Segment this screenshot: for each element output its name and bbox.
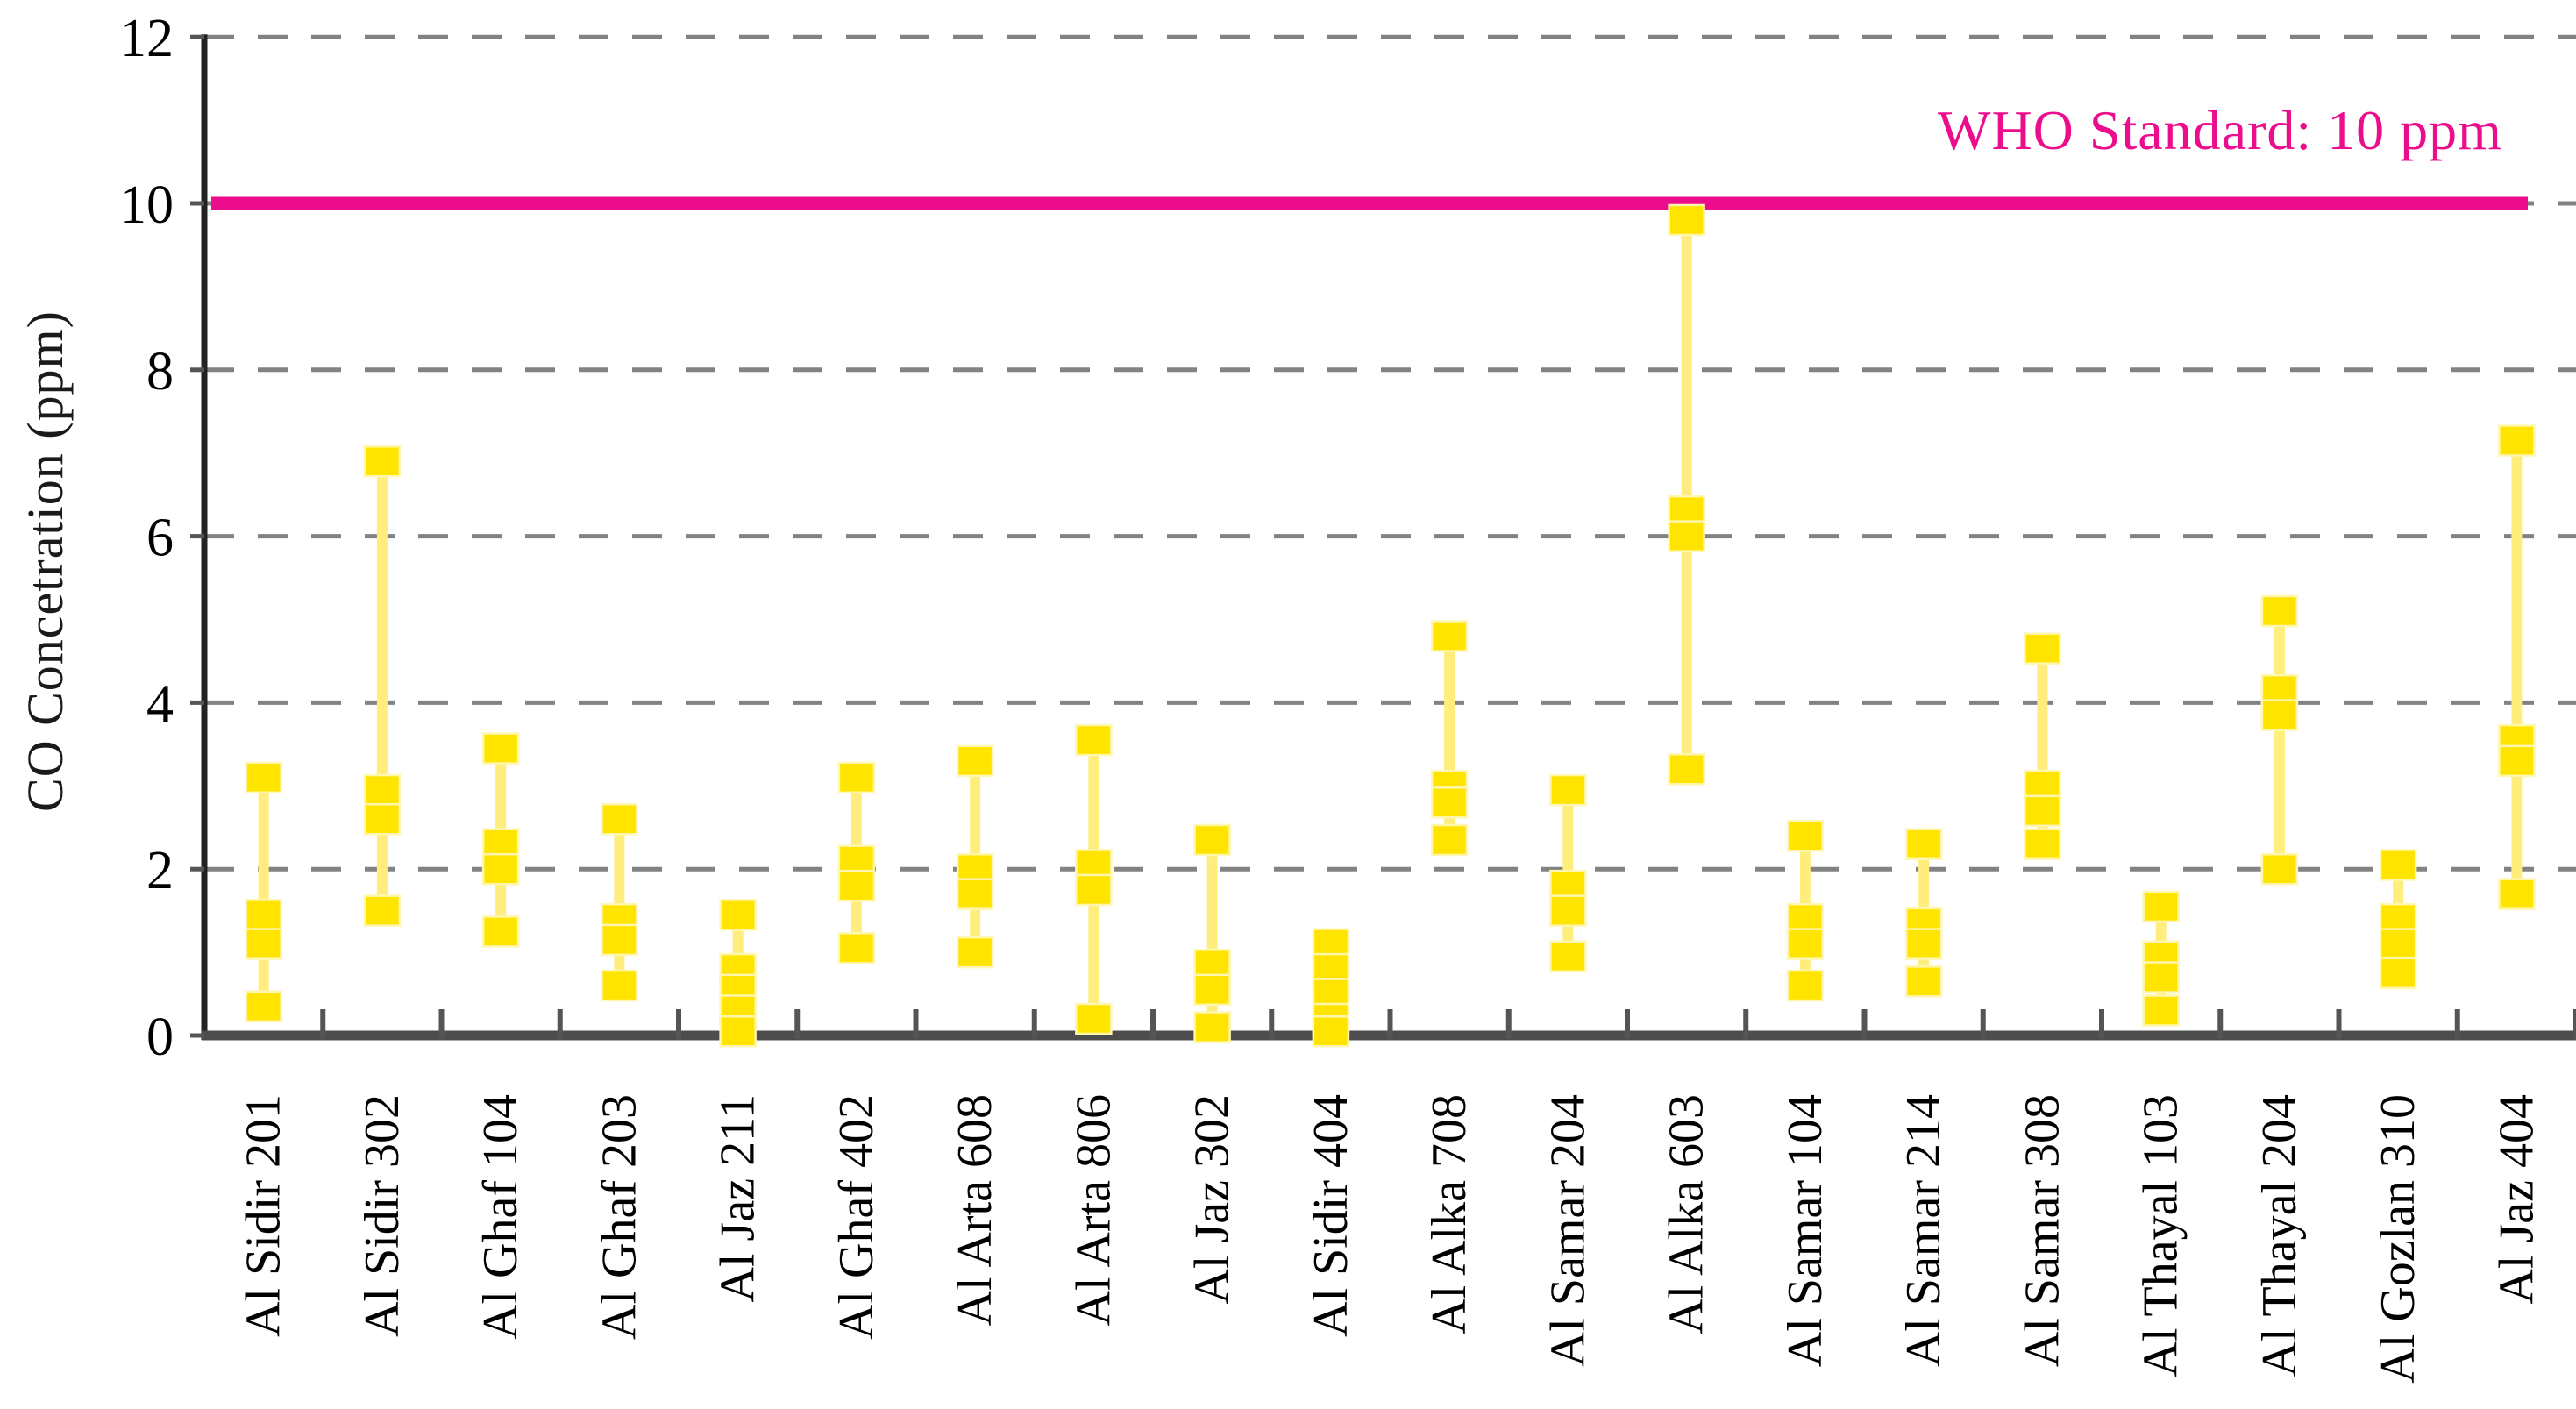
data-point-marker bbox=[2142, 961, 2180, 993]
data-point-marker bbox=[245, 761, 282, 794]
x-category-label: Al Thayal 103 bbox=[2134, 1094, 2188, 1377]
data-point-marker bbox=[1075, 873, 1113, 907]
data-point-marker bbox=[481, 732, 520, 765]
data-point-marker bbox=[363, 894, 402, 927]
data-point-marker bbox=[837, 869, 876, 902]
x-category-label: Al Jaz 302 bbox=[1185, 1094, 1240, 1305]
who-standard-label: WHO Standard: 10 ppm bbox=[1938, 99, 2502, 161]
data-point-marker bbox=[601, 803, 638, 836]
x-category-label: Al Samar 308 bbox=[2015, 1094, 2069, 1367]
data-point-marker bbox=[2142, 994, 2180, 1027]
data-point-marker bbox=[2024, 632, 2061, 665]
data-point-marker bbox=[1549, 773, 1587, 807]
y-tick-label: 2 bbox=[146, 841, 174, 900]
data-point-marker bbox=[1549, 894, 1587, 927]
data-point-marker bbox=[481, 915, 520, 948]
x-category-label: Al Ghaf 203 bbox=[592, 1094, 646, 1340]
data-point-marker bbox=[956, 744, 994, 778]
y-tick-label: 4 bbox=[146, 674, 174, 734]
x-category-label: Al Alka 603 bbox=[1660, 1094, 1714, 1334]
x-category-label: Al Sidir 201 bbox=[237, 1094, 291, 1337]
data-point-marker bbox=[363, 445, 402, 478]
y-tick-label: 12 bbox=[119, 9, 174, 68]
data-point-marker bbox=[1904, 965, 1943, 998]
data-point-marker bbox=[2260, 699, 2299, 731]
data-point-marker bbox=[1904, 828, 1943, 860]
data-point-marker bbox=[2498, 878, 2536, 910]
data-point-marker bbox=[601, 969, 638, 1002]
x-category-label: Al Sidir 404 bbox=[1304, 1094, 1358, 1337]
data-point-marker bbox=[1075, 1002, 1113, 1035]
x-category-label: Al Arta 608 bbox=[948, 1094, 1002, 1326]
y-axis-title: CO Concetration (ppm) bbox=[17, 310, 74, 812]
y-tick-label: 8 bbox=[146, 342, 174, 402]
data-point-marker bbox=[719, 1015, 757, 1048]
data-point-marker bbox=[2142, 890, 2180, 923]
data-point-marker bbox=[1312, 1015, 1350, 1048]
y-tick-label: 6 bbox=[146, 509, 174, 568]
data-point-marker bbox=[1193, 1011, 1231, 1043]
data-point-marker bbox=[363, 773, 402, 807]
data-point-marker bbox=[1786, 928, 1825, 960]
data-point-marker bbox=[837, 932, 876, 964]
data-point-marker bbox=[1904, 928, 1943, 960]
x-category-label: Al Alka 708 bbox=[1422, 1094, 1477, 1334]
data-point-marker bbox=[1549, 940, 1587, 973]
data-point-marker bbox=[2379, 957, 2417, 990]
data-point-marker bbox=[1786, 969, 1825, 1002]
data-point-marker bbox=[2024, 794, 2061, 828]
data-point-marker bbox=[2260, 594, 2299, 628]
data-point-marker bbox=[245, 928, 282, 960]
data-point-marker bbox=[481, 852, 520, 886]
x-category-label: Al Samar 214 bbox=[1896, 1094, 1951, 1367]
data-point-marker bbox=[1193, 973, 1231, 1007]
data-point-marker bbox=[1430, 823, 1469, 857]
x-category-label: Al Jaz 211 bbox=[711, 1094, 765, 1302]
y-tick-label: 10 bbox=[119, 175, 174, 235]
data-point-marker bbox=[1193, 823, 1231, 857]
data-point-marker bbox=[1668, 753, 1705, 786]
x-category-label: Al Samar 104 bbox=[1778, 1094, 1832, 1367]
data-point-marker bbox=[956, 936, 994, 969]
data-point-marker bbox=[1430, 620, 1469, 652]
data-point-marker bbox=[2260, 852, 2299, 886]
data-point-marker bbox=[2379, 928, 2417, 960]
data-point-marker bbox=[1668, 520, 1705, 552]
y-tick-label: 0 bbox=[146, 1007, 174, 1067]
data-point-marker bbox=[1786, 819, 1825, 852]
data-point-marker bbox=[837, 761, 876, 794]
x-category-label: Al Ghaf 402 bbox=[829, 1094, 884, 1340]
data-point-marker bbox=[245, 990, 282, 1023]
data-point-marker bbox=[2498, 744, 2536, 778]
data-point-marker bbox=[956, 878, 994, 910]
data-point-marker bbox=[601, 923, 638, 957]
x-category-label: Al Jaz 404 bbox=[2489, 1094, 2544, 1305]
x-category-label: Al Arta 806 bbox=[1066, 1094, 1121, 1326]
data-point-marker bbox=[363, 803, 402, 836]
data-point-marker bbox=[1430, 786, 1469, 819]
data-point-marker bbox=[2379, 849, 2417, 881]
x-category-label: Al Thayal 204 bbox=[2252, 1094, 2307, 1377]
data-point-marker bbox=[2498, 424, 2536, 457]
x-category-label: Al Ghaf 104 bbox=[473, 1094, 528, 1340]
x-category-label: Al Gozlan 310 bbox=[2371, 1094, 2425, 1384]
x-category-label: Al Samar 204 bbox=[1541, 1094, 1595, 1367]
x-category-label: Al Sidir 302 bbox=[355, 1094, 409, 1337]
data-point-marker bbox=[1668, 203, 1705, 237]
data-point-marker bbox=[1075, 723, 1113, 757]
data-point-marker bbox=[245, 899, 282, 931]
data-point-marker bbox=[2024, 828, 2061, 860]
data-point-marker bbox=[719, 899, 757, 931]
